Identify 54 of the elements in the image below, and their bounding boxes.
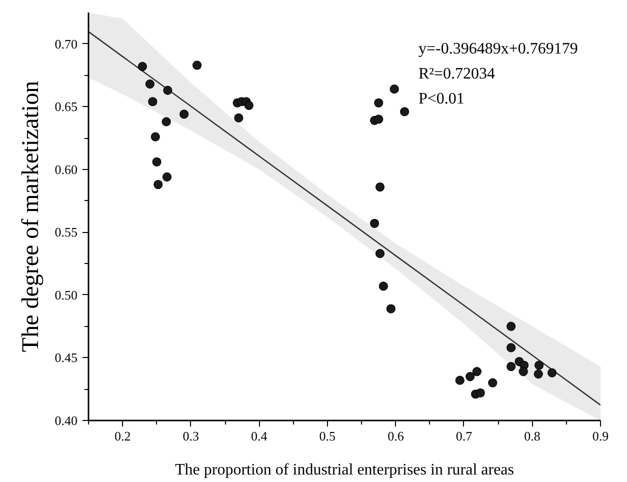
point	[375, 248, 385, 258]
point	[390, 84, 399, 94]
point	[162, 117, 171, 126]
point	[547, 368, 557, 378]
point	[488, 378, 498, 388]
point	[370, 218, 380, 228]
annotation: y=-0.396489x+0.769179	[418, 40, 578, 58]
point	[244, 100, 254, 110]
y-tick-label: 0.40	[54, 413, 78, 428]
point	[192, 60, 202, 70]
y-tick-label: 0.65	[54, 99, 78, 114]
y-axis-title: The degree of marketization	[18, 80, 44, 352]
point	[163, 86, 172, 95]
y-tick-label: 0.50	[54, 287, 78, 302]
y-tick-label: 0.45	[54, 350, 78, 366]
y-tick-label: 0.70	[54, 36, 78, 52]
point	[138, 62, 147, 72]
point	[378, 282, 388, 291]
point	[455, 376, 464, 385]
point	[400, 107, 410, 116]
point	[374, 114, 384, 124]
point	[234, 113, 244, 122]
point	[145, 80, 154, 89]
point	[148, 97, 158, 106]
point	[534, 360, 544, 370]
point	[162, 172, 172, 182]
x-tick-label: 0.3	[182, 428, 200, 444]
point	[386, 304, 396, 314]
point	[534, 370, 543, 379]
point	[476, 388, 485, 398]
point	[375, 182, 385, 192]
x-tick-label: 0.6	[388, 428, 404, 444]
point	[506, 362, 516, 372]
point	[506, 343, 516, 352]
point	[154, 180, 163, 190]
annotation: R²=0.72034	[418, 66, 495, 82]
point	[150, 132, 160, 142]
annotation: P<0.01	[418, 90, 464, 108]
point	[152, 157, 162, 166]
x-tick-label: 0.4	[251, 428, 268, 444]
x-tick-label: 0.5	[319, 428, 336, 444]
point	[472, 367, 482, 376]
x-tick-label: 0.8	[524, 428, 540, 444]
x-tick-label: 0.2	[114, 428, 131, 444]
point	[180, 110, 189, 119]
point	[506, 322, 516, 331]
y-tick-label: 0.55	[54, 224, 78, 240]
x-tick-label: 0.7	[456, 428, 473, 444]
x-tick-label: 0.9	[592, 428, 609, 444]
y-tick-label: 0.60	[54, 162, 78, 177]
point	[466, 372, 475, 382]
point	[518, 367, 528, 376]
x-axis-title: The proportion of industrial enterprises in rural areas	[175, 462, 514, 478]
point	[374, 98, 384, 108]
